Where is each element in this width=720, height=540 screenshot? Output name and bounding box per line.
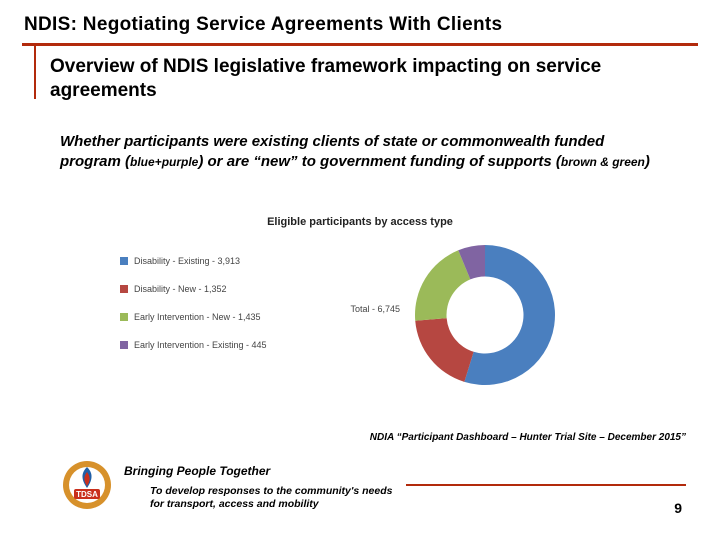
slide-subtitle: Overview of NDIS legislative framework i… [50, 55, 690, 103]
footer-subtext: To develop responses to the community's … [150, 485, 400, 512]
footer-rule [406, 484, 686, 486]
subtitle-vline [34, 45, 36, 99]
donut-chart: Eligible participants by access type Dis… [120, 216, 600, 416]
page-number: 9 [674, 500, 682, 516]
donut-svg-wrap [410, 240, 560, 390]
svg-text:TDSA: TDSA [76, 490, 98, 499]
org-logo: TDSA [62, 460, 112, 510]
donut-slice [415, 250, 470, 320]
legend-item: Disability - New - 1,352 [120, 284, 310, 294]
chart-citation: NDIA “Participant Dashboard – Hunter Tri… [370, 432, 686, 443]
donut-svg [410, 240, 560, 390]
chart-total-label: Total - 6,745 [350, 304, 400, 314]
legend-label: Early Intervention - Existing - 445 [134, 340, 267, 350]
legend-label: Disability - Existing - 3,913 [134, 256, 240, 266]
footer-tagline: Bringing People Together [124, 464, 270, 478]
body-colors-1: blue+purple [130, 155, 198, 169]
legend-label: Disability - New - 1,352 [134, 284, 227, 294]
logo-svg: TDSA [62, 460, 112, 510]
chart-title: Eligible participants by access type [120, 216, 600, 228]
legend-swatch [120, 257, 128, 265]
legend-swatch [120, 313, 128, 321]
legend-item: Early Intervention - Existing - 445 [120, 340, 310, 350]
legend-label: Early Intervention - New - 1,435 [134, 312, 261, 322]
body-colors-2: brown & green [561, 155, 645, 169]
legend-item: Early Intervention - New - 1,435 [120, 312, 310, 322]
slide-title: NDIS: Negotiating Service Agreements Wit… [24, 14, 696, 36]
title-underline [22, 43, 698, 46]
body-paragraph: Whether participants were existing clien… [60, 132, 664, 173]
legend-swatch [120, 285, 128, 293]
donut-slice [415, 318, 473, 382]
body-post: ) [645, 153, 650, 170]
body-mid: ) or are “new” to government funding of … [198, 153, 561, 170]
legend-item: Disability - Existing - 3,913 [120, 256, 310, 266]
legend-swatch [120, 341, 128, 349]
chart-legend: Disability - Existing - 3,913 Disability … [120, 256, 310, 368]
